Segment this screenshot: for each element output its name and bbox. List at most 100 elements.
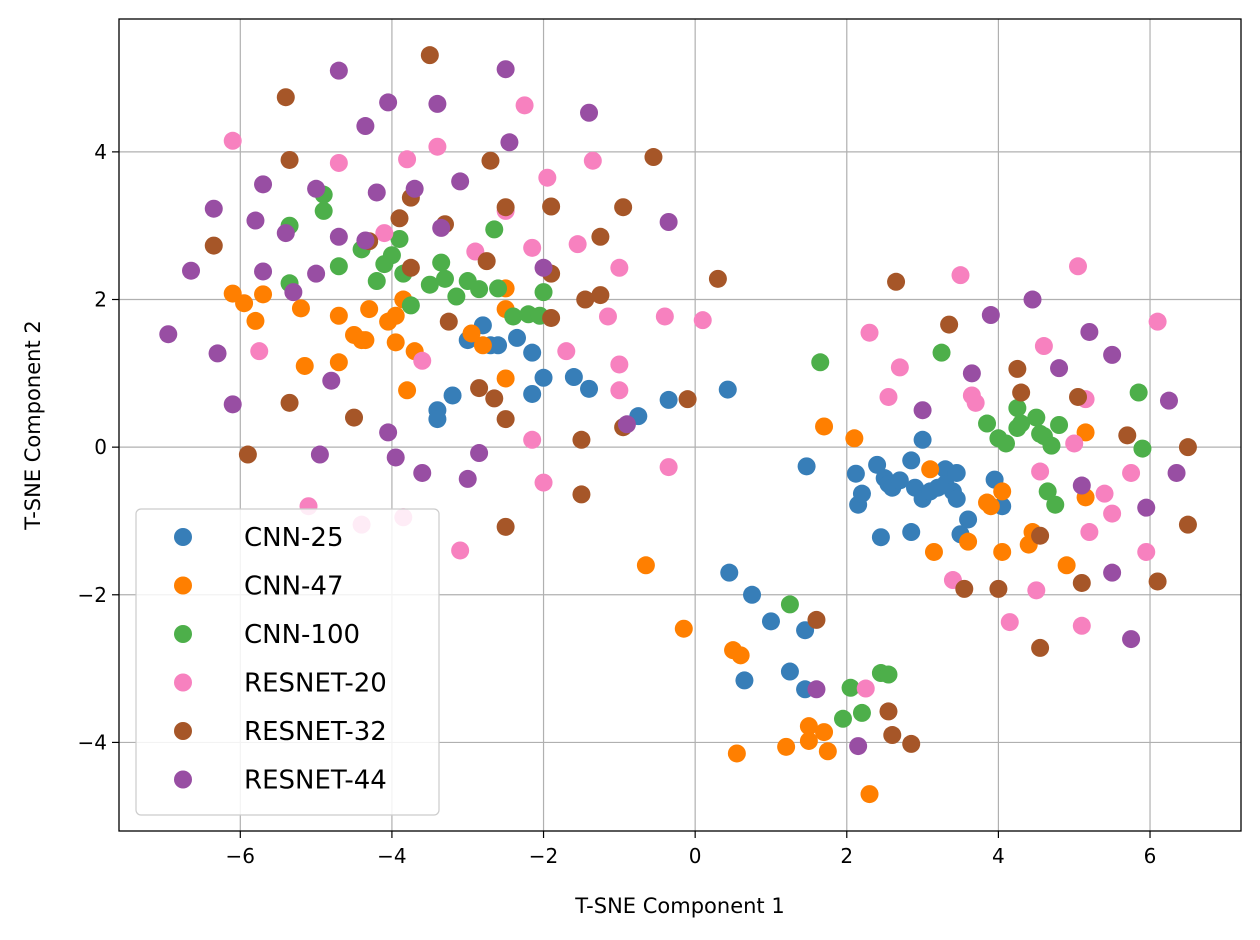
x-tick-label: 0 (689, 844, 702, 868)
scatter-point (1178, 515, 1197, 534)
scatter-point (902, 451, 921, 470)
x-tick-label: 4 (992, 844, 1005, 868)
scatter-point (807, 680, 826, 699)
scatter-point (557, 342, 576, 361)
scatter-point (811, 353, 830, 372)
y-tick-label: 4 (94, 140, 107, 164)
scatter-point (485, 389, 504, 408)
scatter-point (951, 266, 970, 285)
scatter-point (291, 299, 310, 318)
scatter-point (307, 179, 326, 198)
scatter-point (636, 556, 655, 575)
scatter-point (846, 464, 865, 483)
scatter-point (955, 579, 974, 598)
scatter-point (432, 218, 451, 237)
scatter-point (223, 131, 242, 150)
scatter-point (1000, 613, 1019, 632)
scatter-point (356, 331, 375, 350)
scatter-point (1012, 414, 1031, 433)
scatter-point (250, 342, 269, 361)
scatter-point (496, 60, 515, 79)
scatter-point (989, 579, 1008, 598)
scatter-point (470, 444, 489, 463)
scatter-point (542, 308, 561, 327)
scatter-point (280, 150, 299, 169)
scatter-point (379, 93, 398, 112)
scatter-point (591, 227, 610, 246)
scatter-point (496, 369, 515, 388)
scatter-point (542, 197, 561, 216)
legend-entry-label: CNN-25 (244, 523, 344, 553)
scatter-point (254, 285, 273, 304)
scatter-point (223, 395, 242, 414)
scatter-point (439, 312, 458, 331)
scatter-point (614, 198, 633, 217)
scatter-point (428, 137, 447, 156)
scatter-point (307, 264, 326, 283)
scatter-point (1103, 563, 1122, 582)
scatter-point (1069, 257, 1088, 276)
scatter-point (852, 484, 871, 503)
scatter-point (780, 595, 799, 614)
scatter-point (1137, 542, 1156, 561)
scatter-point (523, 384, 542, 403)
scatter-point (883, 726, 902, 745)
scatter-point (1080, 523, 1099, 542)
scatter-point (947, 463, 966, 482)
scatter-point (708, 269, 727, 288)
scatter-point (659, 213, 678, 231)
scatter-point (379, 423, 398, 442)
scatter-point (718, 380, 737, 399)
scatter-point (435, 269, 454, 288)
scatter-point (1031, 526, 1050, 545)
scatter-point (978, 414, 997, 433)
scatter-point (470, 280, 489, 299)
x-tick-label: 6 (1144, 844, 1157, 868)
scatter-point (731, 646, 750, 665)
scatter-point (720, 563, 739, 582)
scatter-point (523, 430, 542, 449)
legend-entry-label: RESNET-44 (244, 766, 387, 796)
scatter-point (807, 610, 826, 629)
scatter-point (496, 517, 515, 536)
scatter-point (1076, 423, 1095, 442)
scatter-point (890, 358, 909, 377)
scatter-point (1038, 482, 1057, 501)
scatter-point (254, 175, 273, 194)
scatter-point (1159, 391, 1178, 410)
scatter-point (276, 88, 295, 107)
scatter-point (246, 211, 265, 230)
scatter-point (462, 324, 481, 343)
scatter-point (367, 272, 386, 291)
scatter-point (572, 430, 591, 449)
scatter-point (1095, 484, 1114, 503)
scatter-point (959, 510, 978, 529)
scatter-point (993, 542, 1012, 561)
scatter-point (538, 168, 557, 187)
scatter-point (496, 198, 515, 217)
scatter-point (1012, 383, 1031, 402)
y-tick-label: −4 (78, 730, 107, 754)
scatter-point (356, 117, 375, 136)
scatter-point (1072, 476, 1091, 495)
scatter-point (458, 469, 477, 488)
scatter-point (902, 734, 921, 753)
scatter-point (780, 662, 799, 681)
scatter-point (345, 408, 364, 427)
scatter-point (598, 307, 617, 326)
scatter-point (1069, 387, 1088, 406)
y-axis-label: T-SNE Component 2 (21, 320, 45, 530)
y-tick-label: 0 (94, 435, 107, 459)
scatter-point (871, 528, 890, 547)
scatter-point (508, 328, 527, 347)
scatter-point (856, 679, 875, 698)
scatter-point (1129, 383, 1148, 402)
series-resnet-44 (159, 60, 1186, 756)
scatter-point (799, 717, 818, 736)
scatter-point (485, 220, 504, 239)
scatter-point (246, 311, 265, 330)
scatter-point (1008, 399, 1027, 418)
scatter-point (1072, 616, 1091, 635)
x-tick-label: −4 (377, 844, 406, 868)
